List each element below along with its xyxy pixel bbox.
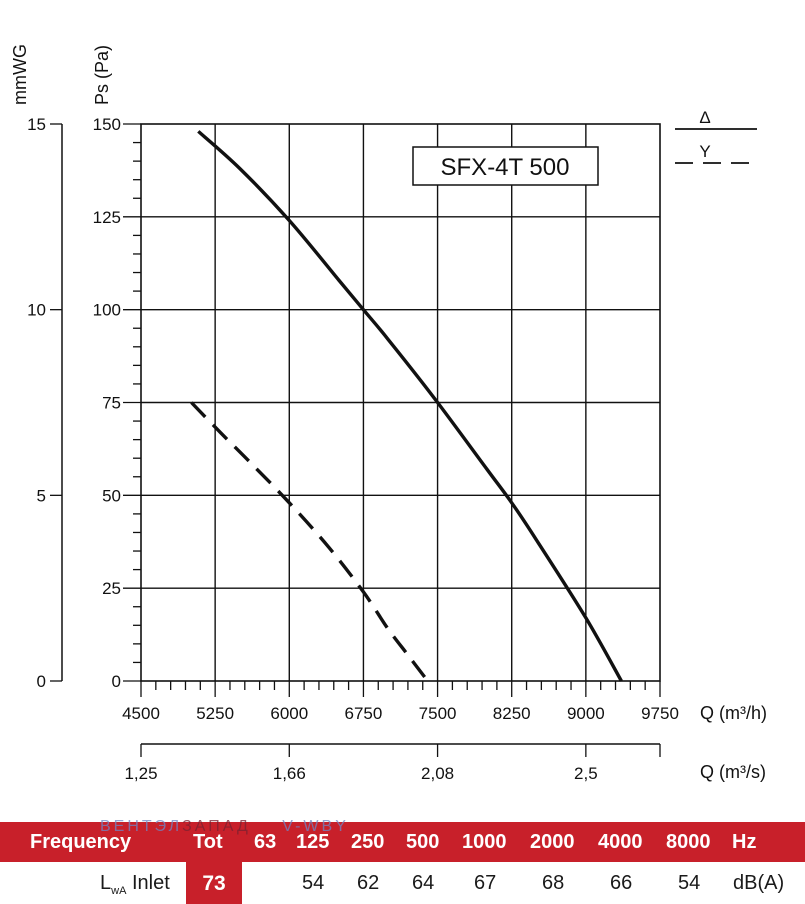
y-tick-label: 100: [93, 301, 121, 320]
x-tick-label: 6000: [270, 704, 308, 723]
y2-tick-label: 5: [37, 486, 46, 505]
chart-title-group: SFX-4T 500: [412, 146, 599, 186]
value-1000: 67: [474, 872, 497, 894]
x-tick-label: 9000: [567, 704, 605, 723]
band-2000: 2000: [530, 831, 575, 853]
value-8000: 54: [678, 872, 701, 894]
band-125: 125: [296, 831, 330, 853]
y-tick-label: 75: [102, 394, 121, 413]
series-lines: [190, 130, 623, 683]
tick-labels: 0 25 50 75 100 125 150 0 5 10 15 4500 5250 6000 6750 75…: [27, 115, 679, 783]
x-tick-label: 5250: [196, 704, 234, 723]
y-axis-label: Ps (Pa): [92, 45, 112, 105]
series-line-star: [190, 401, 430, 683]
x-tick-label: 8250: [493, 704, 531, 723]
band-1000: 1000: [462, 831, 507, 853]
x2-tick-label: 1,66: [273, 764, 306, 783]
value-250: 62: [357, 872, 380, 894]
y-tick-label: 25: [102, 579, 121, 598]
tot-label: Tot: [193, 831, 223, 853]
x-tick-label: 4500: [122, 704, 160, 723]
inlet-row: LwA Inlet 73 54 62 64 67 68 66 54 dB(A): [0, 862, 805, 904]
x2-tick-label: 2,5: [574, 764, 598, 783]
y2-axis-label: mmWG: [10, 44, 30, 105]
x-axis-label: Q (m³/h): [700, 703, 767, 723]
legend-label: Δ: [699, 108, 710, 127]
grid-lines: [141, 124, 660, 681]
tot-value: 73: [202, 872, 226, 895]
chart-title-box: [412, 146, 599, 186]
y-tick-label: 50: [102, 486, 121, 505]
y-tick-label: 0: [112, 672, 121, 691]
band-250: 250: [351, 831, 385, 853]
legend-label: Y: [699, 142, 710, 161]
chart-title: SFX-4T 500: [441, 154, 570, 181]
dba-unit: dB(A): [733, 872, 785, 894]
legend: ΔY: [675, 108, 757, 164]
axes: [50, 123, 661, 757]
y-tick-label: 150: [93, 115, 121, 134]
axis-labels: Ps (Pa) mmWG Q (m³/h) Q (m³/s): [10, 44, 767, 782]
x-tick-label: 6750: [345, 704, 383, 723]
band-8000: 8000: [666, 831, 711, 853]
frequency-label: Frequency: [30, 831, 132, 853]
x2-tick-label: 2,08: [421, 764, 454, 783]
band-500: 500: [406, 831, 440, 853]
x2-tick-label: 1,25: [124, 764, 157, 783]
value-2000: 68: [542, 872, 565, 894]
fan-performance-chart: 0 25 50 75 100 125 150 0 5 10 15 4500 5250 6000 6750 75…: [10, 44, 767, 783]
watermark: ВЕНТЭЛЗАПАД V-WBY: [100, 818, 349, 835]
y2-tick-label: 10: [27, 301, 46, 320]
hz-unit: Hz: [732, 831, 757, 853]
band-63: 63: [254, 831, 277, 853]
y-tick-label: 125: [93, 208, 121, 227]
band-4000: 4000: [598, 831, 643, 853]
x-tick-label: 9750: [641, 704, 679, 723]
x-tick-label: 7500: [419, 704, 457, 723]
y2-tick-label: 15: [27, 115, 46, 134]
lwa-inlet-label: LwA Inlet: [100, 872, 170, 897]
series-line-delta: [197, 130, 623, 682]
sound-power-table: ВЕНТЭЛЗАПАД V-WBY Frequency Tot 63 125 2…: [0, 818, 805, 904]
x2-axis-label: Q (m³/s): [700, 762, 766, 782]
value-4000: 66: [610, 872, 633, 894]
tot-value-box: 73: [186, 862, 242, 904]
y2-tick-label: 0: [37, 672, 46, 691]
frequency-header-row: ВЕНТЭЛЗАПАД V-WBY Frequency Tot 63 125 2…: [0, 818, 805, 862]
value-500: 64: [412, 872, 435, 894]
value-125: 54: [302, 872, 325, 894]
